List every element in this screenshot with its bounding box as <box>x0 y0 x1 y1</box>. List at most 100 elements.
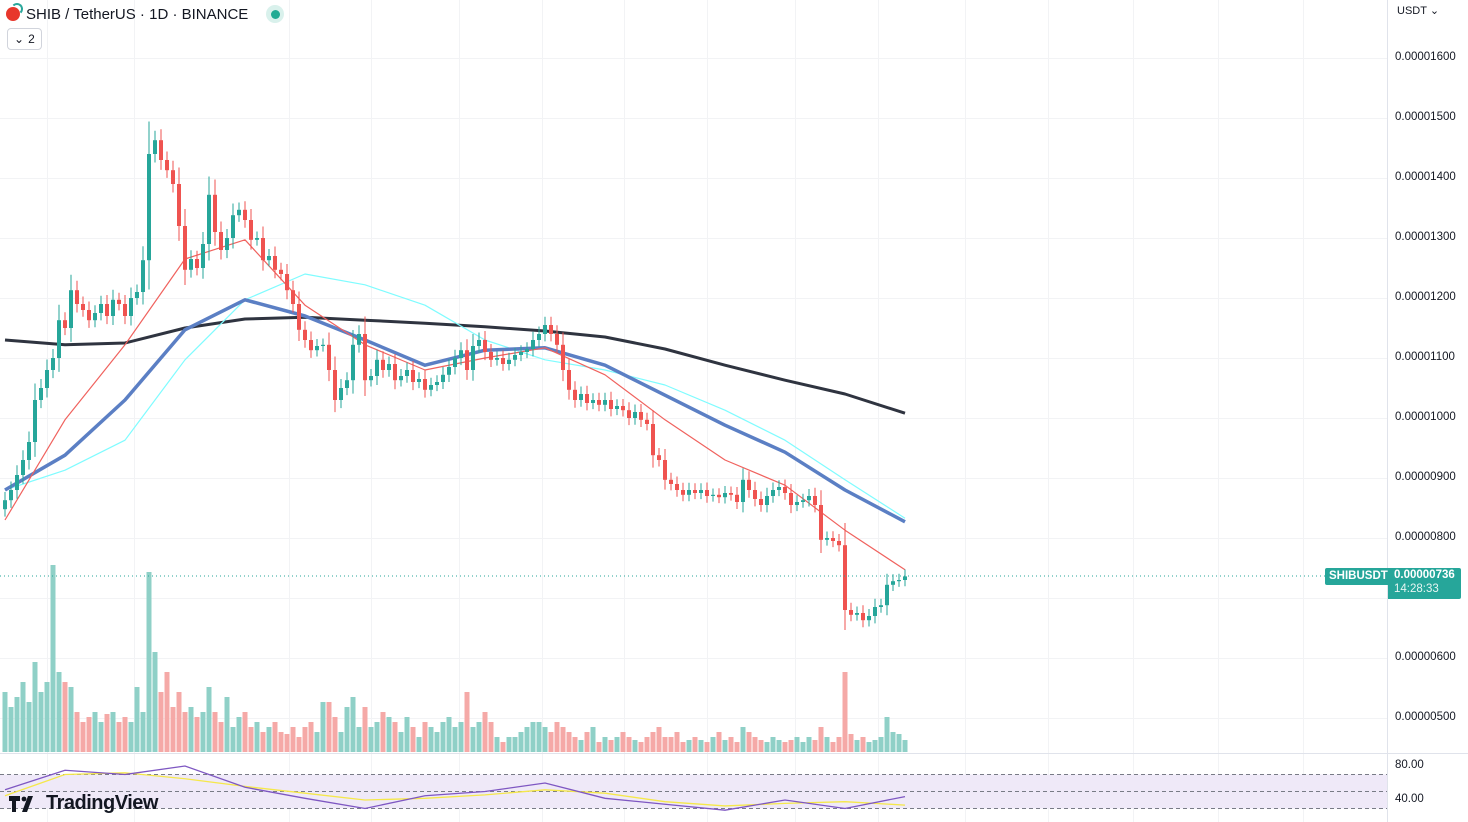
volume-bar <box>362 707 368 752</box>
candle-body <box>873 607 877 616</box>
candle-body <box>483 340 487 352</box>
volume-bar <box>212 712 218 752</box>
candle-body <box>903 576 907 580</box>
volume-bar <box>380 712 386 752</box>
volume-bar <box>314 732 320 752</box>
candle-body <box>147 154 151 261</box>
candle-body <box>345 380 349 388</box>
candle-body <box>735 494 739 502</box>
candle-body <box>597 400 601 405</box>
volume-bar <box>452 727 458 752</box>
candle-body <box>123 304 127 316</box>
volume-bar <box>854 740 860 752</box>
candle-body <box>303 329 307 340</box>
candle-body <box>771 490 775 496</box>
indicators-collapse-button[interactable]: ⌄ 2 <box>7 28 42 50</box>
candle-body <box>849 610 853 615</box>
candle-body <box>543 325 547 334</box>
volume-bar <box>566 732 572 752</box>
volume-bar <box>170 707 176 752</box>
volume-bar <box>440 722 446 752</box>
bar-countdown: 14:28:33 <box>1394 583 1439 595</box>
candle-body <box>813 496 817 505</box>
volume-bar <box>356 727 362 752</box>
volume-bar <box>278 732 284 752</box>
last-price-label: 0.00000736 14:28:33 <box>1388 568 1461 599</box>
candle-body <box>33 400 37 442</box>
volume-bar <box>326 702 332 752</box>
volume-bar <box>122 717 128 752</box>
volume-bar <box>14 697 20 752</box>
logo-text: TradingView <box>46 792 158 814</box>
candle-body <box>411 370 415 382</box>
ma-mid-line <box>4 298 906 524</box>
volume-bar <box>32 662 38 752</box>
currency-label: USDT <box>1397 5 1427 17</box>
volume-bars <box>2 565 908 752</box>
rsi-axis-label-40: 40.00 <box>1395 793 1424 805</box>
volume-bar <box>476 722 482 752</box>
candle-body <box>759 499 763 505</box>
candle-body <box>447 367 451 375</box>
volume-bar <box>458 722 464 752</box>
volume-bar <box>38 692 44 752</box>
ma-slow-line <box>4 273 906 519</box>
candle-body <box>645 419 649 424</box>
candle-body <box>693 490 697 493</box>
volume-bar <box>722 740 728 752</box>
volume-bar <box>872 740 878 752</box>
candle-body <box>231 215 235 238</box>
volume-bar <box>176 692 182 752</box>
candle-body <box>699 490 703 493</box>
candle-body <box>315 346 319 351</box>
price-axis-label: 0.00001600 <box>1395 51 1456 63</box>
volume-bar <box>422 722 428 752</box>
volume-bar <box>842 672 848 752</box>
price-axis-label: 0.00000800 <box>1395 531 1456 543</box>
volume-bar <box>116 722 122 752</box>
currency-dropdown[interactable]: USDT ⌄ <box>1397 4 1439 17</box>
volume-bar <box>530 722 536 752</box>
candle-body <box>159 140 163 160</box>
candle-body <box>603 400 607 405</box>
volume-bar <box>746 732 752 752</box>
candle-body <box>261 238 265 261</box>
candle-body <box>471 346 475 370</box>
volume-bar <box>446 717 452 752</box>
volume-bar <box>308 722 314 752</box>
candle-body <box>879 605 883 607</box>
candle-body <box>801 500 805 502</box>
candle-body <box>525 349 529 352</box>
volume-bar <box>644 737 650 752</box>
volume-bar <box>848 734 854 752</box>
candle-body <box>339 388 343 400</box>
price-axis-label: 0.00001500 <box>1395 111 1456 123</box>
candle-body <box>351 344 355 381</box>
candle-body <box>717 494 721 498</box>
volume-bar <box>590 727 596 752</box>
candle-body <box>633 412 637 418</box>
candle-body <box>435 382 439 385</box>
candle-body <box>795 502 799 505</box>
candle-body <box>495 358 499 360</box>
volume-bar <box>44 682 50 752</box>
candle-body <box>579 394 583 400</box>
tradingview-logo-icon <box>9 795 33 812</box>
candle-body <box>333 370 337 400</box>
symbol-header[interactable]: SHIB / TetherUS · 1D · BINANCE <box>6 3 285 23</box>
volume-bar <box>152 652 158 752</box>
candle-body <box>141 260 145 292</box>
tradingview-logo[interactable]: TradingView <box>9 792 158 815</box>
candle-body <box>663 460 667 480</box>
volume-bar <box>86 717 92 752</box>
price-axis-label: 0.00000600 <box>1395 651 1456 663</box>
volume-bar <box>728 737 734 752</box>
candle-body <box>567 370 571 390</box>
candle-body <box>327 344 331 370</box>
candle-body <box>189 259 193 270</box>
volume-bar <box>236 717 242 752</box>
volume-bar <box>578 740 584 752</box>
candle-body <box>195 259 199 268</box>
candle-body <box>99 304 103 313</box>
